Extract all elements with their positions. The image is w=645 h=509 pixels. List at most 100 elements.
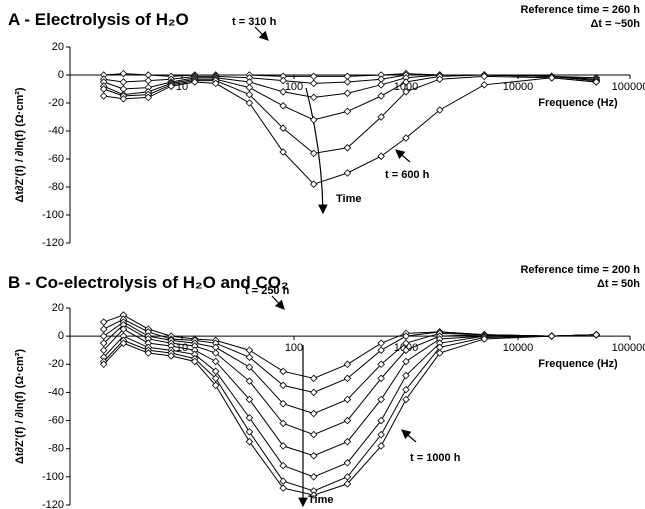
marker bbox=[211, 381, 220, 390]
series-line bbox=[103, 334, 597, 492]
marker bbox=[167, 352, 175, 360]
marker bbox=[309, 149, 318, 158]
marker bbox=[144, 349, 153, 357]
marker bbox=[402, 395, 410, 404]
marker bbox=[377, 442, 385, 450]
annotation: t = 250 h bbox=[245, 285, 290, 297]
marker bbox=[245, 377, 254, 385]
marker bbox=[279, 88, 287, 96]
marker bbox=[119, 78, 128, 86]
marker bbox=[211, 349, 220, 357]
y-axis-label: Δt∂Z'(f) / ∂ln(f) (Ω·cm²) bbox=[14, 349, 26, 464]
y-tick-label: 0 bbox=[58, 69, 64, 81]
marker bbox=[309, 72, 318, 81]
marker bbox=[377, 152, 385, 160]
marker bbox=[402, 357, 410, 366]
marker bbox=[211, 374, 220, 383]
marker bbox=[402, 88, 410, 96]
marker bbox=[211, 357, 220, 366]
series-line bbox=[103, 324, 597, 436]
series-line bbox=[103, 74, 597, 121]
marker bbox=[480, 72, 489, 81]
marker bbox=[309, 93, 318, 102]
marker bbox=[343, 144, 352, 152]
marker bbox=[309, 180, 318, 188]
marker bbox=[167, 82, 175, 90]
marker bbox=[309, 451, 318, 460]
marker bbox=[592, 330, 601, 339]
marker bbox=[245, 395, 254, 404]
marker bbox=[343, 78, 352, 86]
y-tick-label: -60 bbox=[48, 414, 64, 426]
series-line bbox=[103, 318, 597, 393]
x-axis-label: Frequence (Hz) bbox=[538, 97, 618, 109]
marker bbox=[245, 346, 254, 354]
marker bbox=[279, 484, 287, 492]
marker bbox=[190, 78, 199, 86]
marker bbox=[309, 374, 318, 383]
y-tick-label: -60 bbox=[48, 153, 64, 165]
marker bbox=[144, 93, 153, 102]
marker bbox=[480, 335, 489, 343]
y-tick-label: 20 bbox=[52, 302, 64, 314]
marker bbox=[402, 371, 410, 380]
marker bbox=[279, 461, 287, 470]
x-tick-label: 10000 bbox=[503, 81, 534, 93]
marker bbox=[377, 346, 385, 354]
annotation: Time bbox=[336, 193, 361, 205]
marker bbox=[435, 349, 444, 357]
x-axis-label: Frequence (Hz) bbox=[538, 358, 618, 370]
marker bbox=[309, 116, 318, 124]
arrow bbox=[254, 26, 269, 41]
marker bbox=[99, 92, 108, 100]
x-tick-label: 10000 bbox=[503, 342, 534, 354]
marker bbox=[377, 81, 385, 89]
marker bbox=[99, 332, 108, 340]
marker bbox=[343, 107, 352, 116]
marker bbox=[377, 113, 385, 121]
marker bbox=[343, 416, 352, 425]
series-line bbox=[103, 321, 597, 415]
marker bbox=[402, 134, 410, 142]
marker bbox=[377, 339, 385, 347]
series-line bbox=[103, 75, 597, 154]
marker bbox=[119, 69, 128, 78]
marker bbox=[309, 491, 318, 499]
chart-subtitle: Reference time = 200 h bbox=[520, 264, 640, 276]
marker bbox=[99, 85, 108, 93]
chart-title: A - Electrolysis of H₂O bbox=[8, 10, 189, 29]
series-line bbox=[103, 74, 597, 98]
marker bbox=[309, 79, 318, 88]
marker bbox=[279, 367, 287, 376]
marker bbox=[279, 148, 287, 156]
marker bbox=[343, 473, 352, 481]
marker bbox=[279, 76, 287, 85]
marker bbox=[245, 99, 254, 107]
marker bbox=[402, 339, 410, 347]
arrow bbox=[401, 429, 417, 443]
marker bbox=[343, 374, 352, 383]
marker bbox=[279, 102, 287, 110]
marker bbox=[279, 419, 287, 428]
marker bbox=[377, 92, 385, 100]
marker bbox=[119, 325, 128, 333]
y-tick-label: -100 bbox=[42, 471, 64, 483]
y-tick-label: -100 bbox=[42, 209, 64, 221]
marker bbox=[309, 473, 318, 481]
marker bbox=[435, 75, 444, 83]
marker bbox=[211, 79, 220, 88]
marker bbox=[119, 339, 128, 347]
y-tick-label: 0 bbox=[58, 330, 64, 342]
marker bbox=[279, 124, 287, 132]
marker bbox=[211, 367, 220, 376]
marker bbox=[119, 95, 128, 103]
marker bbox=[245, 90, 254, 99]
chart-subtitle: Reference time = 260 h bbox=[520, 4, 640, 16]
annotation: t = 600 h bbox=[385, 169, 430, 181]
annotation: t = 310 h bbox=[232, 16, 277, 28]
y-tick-label: -20 bbox=[48, 358, 64, 370]
y-tick-label: -40 bbox=[48, 386, 64, 398]
marker bbox=[99, 339, 108, 347]
marker bbox=[402, 78, 410, 86]
marker bbox=[279, 381, 287, 390]
